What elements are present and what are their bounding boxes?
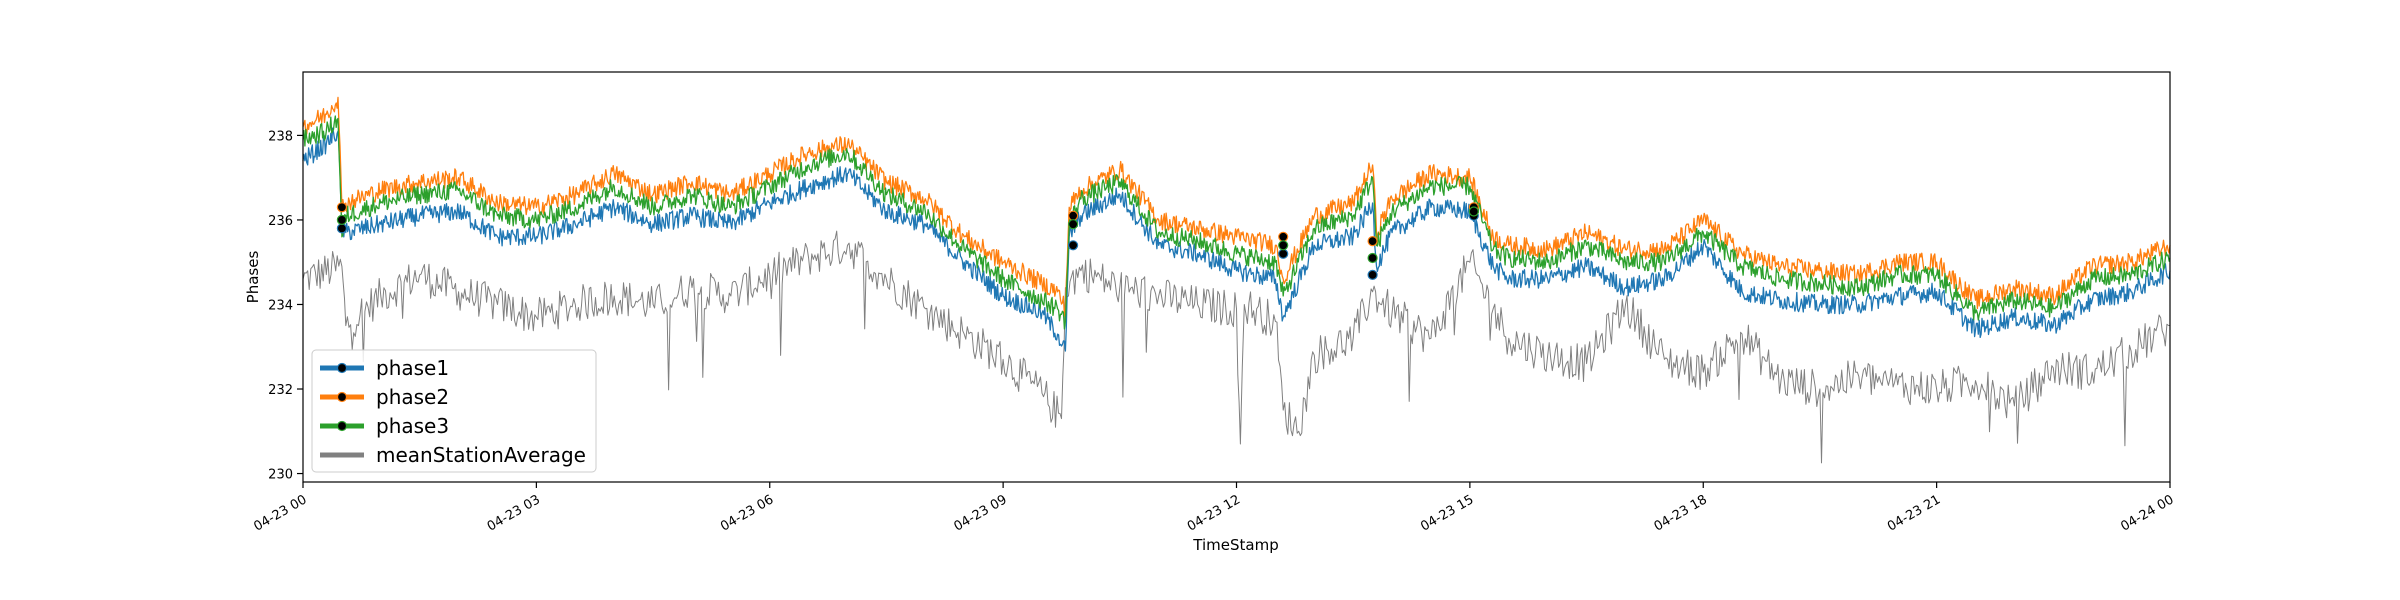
series-markers — [336, 202, 1479, 280]
series-line-phase1 — [302, 127, 2171, 352]
legend-marker — [336, 420, 348, 432]
marker-phase2 — [1067, 210, 1079, 221]
legend-label-phase1: phase1 — [376, 356, 449, 380]
marker-phase3 — [1367, 252, 1378, 264]
marker-phase2 — [336, 202, 347, 213]
marker-phase1 — [1067, 240, 1079, 251]
marker-phase1 — [336, 223, 347, 234]
series-line-phase3 — [302, 115, 2171, 330]
legend-marker — [336, 362, 348, 374]
legend-label-phase3: phase3 — [376, 414, 449, 438]
marker-phase2 — [1367, 236, 1378, 247]
y-tick-label: 238 — [268, 129, 293, 144]
y-tick-label: 234 — [268, 298, 293, 313]
series-line-phase2 — [302, 96, 2171, 317]
legend: phase1 phase2 phase3 meanStationAverage — [311, 349, 597, 473]
legend-box — [311, 349, 597, 473]
legend-label-meanstationaverage: meanStationAverage — [376, 443, 586, 467]
legend-label-phase2: phase2 — [376, 385, 449, 409]
series-line-meanstationaverage — [302, 230, 2171, 464]
y-tick-label: 232 — [268, 383, 293, 398]
marker-phase3 — [1278, 240, 1289, 251]
y-axis-ticks: 230 232 234 236 238 — [268, 129, 303, 483]
y-axis-label: Phases — [244, 251, 262, 304]
y-tick-label: 230 — [268, 468, 293, 483]
marker-phase2 — [1278, 231, 1289, 242]
legend-marker — [336, 391, 348, 403]
marker-phase1 — [1367, 269, 1378, 280]
marker-phase3 — [336, 214, 347, 225]
y-tick-label: 236 — [268, 214, 293, 229]
marker-phase3 — [1067, 219, 1079, 230]
series-lines — [302, 96, 2171, 464]
marker-phase1 — [1278, 248, 1289, 259]
marker-phase3 — [1468, 206, 1479, 217]
x-axis-label: TimeStamp — [1192, 536, 1278, 554]
